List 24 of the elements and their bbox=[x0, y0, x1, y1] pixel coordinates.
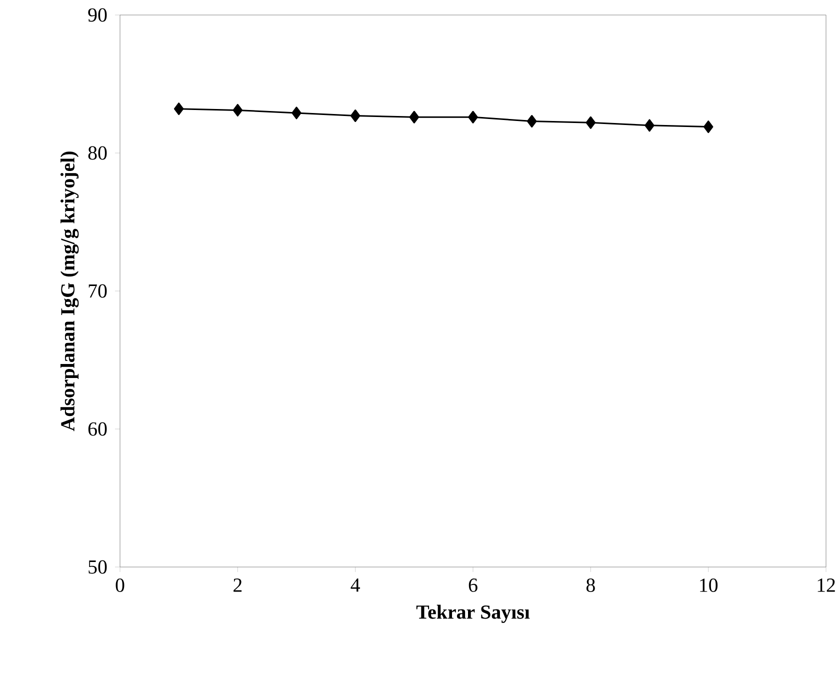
x-tick-label: 10 bbox=[700, 578, 718, 592]
point bbox=[350, 109, 360, 122]
point bbox=[526, 115, 537, 128]
y-tick-label: 90 bbox=[88, 8, 107, 22]
y-tick-label: 50 bbox=[88, 560, 107, 574]
x-tick-label: 8 bbox=[586, 578, 595, 592]
x-tick-label: 2 bbox=[234, 578, 242, 592]
point bbox=[468, 110, 478, 124]
point bbox=[232, 104, 243, 116]
y-tick-label: 80 bbox=[88, 146, 107, 160]
x-tick-label: 4 bbox=[350, 578, 360, 592]
y-axis-title: Adsorplanan IgG (mg/g kriyojel) bbox=[60, 152, 79, 432]
point bbox=[292, 106, 302, 120]
x-axis-title: Tekrar Sayısı bbox=[416, 604, 530, 623]
y-tick-label: 70 bbox=[88, 284, 107, 298]
x-tick-label: 0 bbox=[116, 578, 124, 592]
point bbox=[174, 102, 184, 116]
x-tick-label: 12 bbox=[818, 578, 835, 592]
point bbox=[644, 119, 654, 132]
point bbox=[586, 116, 596, 129]
x-tick-label: 6 bbox=[468, 578, 478, 592]
point bbox=[409, 110, 420, 124]
point bbox=[703, 120, 714, 134]
y-tick-label: 60 bbox=[88, 422, 107, 436]
